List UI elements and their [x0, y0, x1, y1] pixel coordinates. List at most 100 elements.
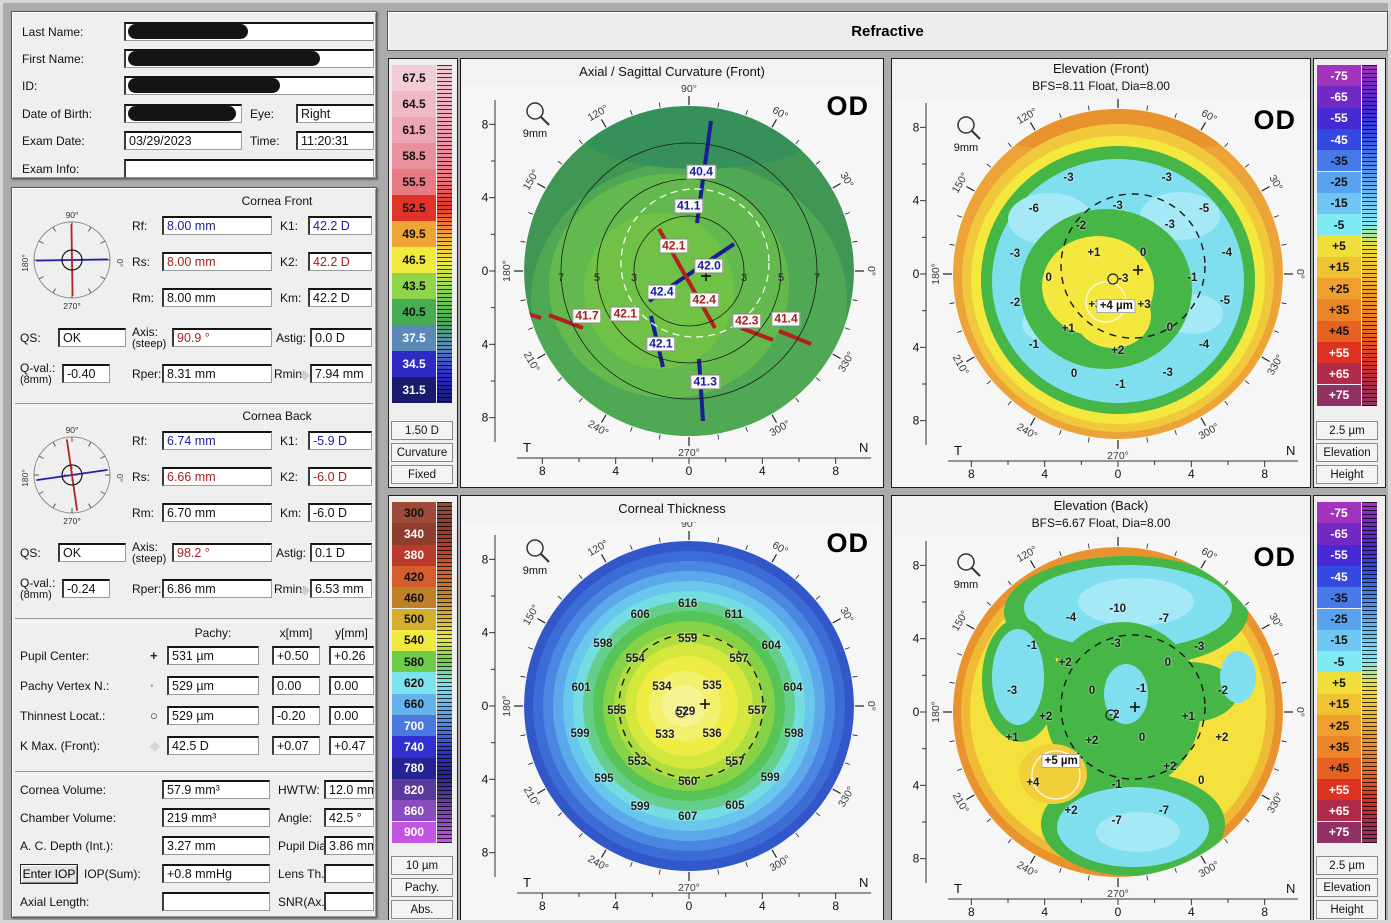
cornea-back-rmin-value: 6.53 mm [315, 582, 364, 596]
cornea-front-radius-field[interactable]: 8.00 mm [162, 252, 272, 271]
cornea-front-axis-field[interactable]: 90.9 ° [172, 328, 272, 347]
angle-tick [1007, 838, 1012, 844]
exam-info-field[interactable] [124, 159, 374, 178]
elev-front-data-annotation: +1 [1061, 322, 1075, 335]
dob-field[interactable] [124, 104, 242, 123]
cornea-back-astig-field[interactable]: 0.1 D [310, 543, 372, 562]
cornea-front-k-field[interactable]: 42.2 D [308, 252, 372, 271]
cornea-front-rper-field[interactable]: 8.31 mm [162, 364, 272, 383]
first-name-field[interactable] [124, 49, 374, 68]
cornea-front-k-value: 42.2 D [313, 255, 350, 269]
angle-tick [630, 110, 633, 116]
vertical-axis-label: 4 [913, 778, 920, 792]
cornea-back-rmin-diamond-marker: ◆ [300, 582, 310, 597]
angle-tick [600, 849, 607, 858]
angle-tick [1281, 302, 1287, 305]
exam-date-field[interactable]: 03/29/2023 [124, 131, 242, 150]
global-value-field2[interactable] [324, 864, 374, 883]
elev-front-data-annotation: 0 [1070, 368, 1078, 380]
cornea-back-rper-field[interactable]: 6.86 mm [162, 579, 272, 598]
cornea-back-k-field[interactable]: -5.9 D [308, 431, 372, 450]
cornea-front-section-title: Cornea Front [241, 194, 313, 208]
pachy-col-header: Pachy: [194, 626, 232, 640]
scale-cell: 740 [392, 736, 436, 758]
cornea-front-astig-field[interactable]: 0.0 D [310, 328, 372, 347]
elev-back-data-annotation: -10 [1109, 603, 1126, 615]
pachy-value-field[interactable]: 531 µm [167, 646, 259, 665]
y-coord-field[interactable]: +0.26 [329, 646, 374, 665]
cornea-front-k-field[interactable]: 42.2 D [308, 216, 372, 235]
cornea-front-k-field[interactable]: 42.2 D [308, 288, 372, 307]
axial-data-annotation: 41.1 [674, 198, 704, 214]
angle-tick [520, 240, 526, 243]
elev-back-data-annotation: +2 [1058, 657, 1072, 670]
global-value-field2[interactable]: 12.0 mm [324, 780, 374, 799]
cornea-front-radius-field[interactable]: 8.00 mm [162, 288, 272, 307]
x-coord-field[interactable]: 0.00 [272, 676, 320, 695]
angle-ring-label: 0° [865, 266, 877, 276]
enter-iop-button[interactable]: Enter IOP [20, 864, 78, 884]
x-coord-field[interactable]: -0.20 [272, 706, 320, 725]
axial-plot-area: 0° 30° 60° 90° 120° 150° 180° 210° 240° 270° 300° 3… [461, 85, 883, 487]
angle-tick [557, 377, 563, 382]
scale-fine-ticks [1362, 65, 1377, 406]
dial-angle-label: 0° [115, 259, 124, 267]
elev-back-data-annotation: 0 [1138, 732, 1146, 745]
last-name-field[interactable] [124, 22, 374, 41]
dial-tick [52, 441, 56, 447]
cornea-back-rmin-field[interactable]: 6.53 mm [310, 579, 372, 598]
global-value-field2[interactable]: 42.5 ° [324, 808, 374, 827]
x-coord-field[interactable]: +0.50 [272, 646, 320, 665]
cornea-back-radius-field[interactable]: 6.66 mm [162, 467, 272, 486]
global-value-field[interactable]: 3.27 mm [162, 836, 270, 855]
cornea-front-qs-field[interactable]: OK [58, 328, 126, 347]
scale-fine-ticks [437, 65, 452, 403]
id-field[interactable] [124, 76, 374, 95]
y-coord-field[interactable]: +0.47 [329, 736, 374, 755]
cornea-back-qs-field[interactable]: OK [58, 543, 126, 562]
eye-field[interactable]: Right [296, 104, 374, 123]
cornea-back-radius-field[interactable]: 6.74 mm [162, 431, 272, 450]
y-coord-field[interactable]: 0.00 [329, 676, 374, 695]
elev-front-data-annotation: -3 [1118, 273, 1129, 286]
cornea-front-rmin-field[interactable]: 7.94 mm [310, 364, 372, 383]
cornea-back-radius-field[interactable]: 6.70 mm [162, 503, 272, 522]
cornea-back-rper-label: Rper: [132, 582, 162, 596]
horizontal-axis-label: 4 [1041, 467, 1048, 481]
global-value-field2[interactable]: 3.86 mm [324, 836, 374, 855]
thickness-title-text: Corneal Thickness [618, 501, 726, 516]
cornea-back-axis-field[interactable]: 98.2 ° [172, 543, 272, 562]
y-coord-field[interactable]: 0.00 [329, 706, 374, 725]
angle-tick [1224, 580, 1229, 586]
angle-tick [1281, 243, 1287, 246]
global-value2: 3.86 mm [329, 839, 374, 853]
time-field[interactable]: 11:20:31 [296, 131, 374, 150]
cornea-back-k-field[interactable]: -6.0 D [308, 503, 372, 522]
cornea-back-qval-field[interactable]: -0.24 [62, 579, 110, 598]
axial-data-annotation: 42.4 [689, 292, 719, 308]
elevation-front-map-panel: Elevation (Front) BFS=8.11 Float, Dia=8.0… [891, 58, 1311, 488]
pachy-value-field[interactable]: 529 µm [167, 706, 259, 725]
section-divider [15, 403, 373, 407]
magnifier-diameter-label: 9mm [954, 142, 978, 154]
angle-tick [1146, 543, 1149, 549]
angle-tick [957, 330, 963, 333]
thickness-data-annotation: 557 [747, 705, 767, 718]
cornea-front-qval-field[interactable]: -0.40 [62, 364, 110, 383]
dial-tick [38, 491, 44, 495]
angle-ring-label: 120° [1015, 544, 1040, 565]
global-value-field[interactable]: 57.9 mm³ [162, 780, 270, 799]
pachy-value: 531 µm [172, 649, 214, 663]
cornea-back-k-field[interactable]: -6.0 D [308, 467, 372, 486]
pachy-value-field[interactable]: 529 µm [167, 676, 259, 695]
pachy-value-field[interactable]: 42.5 D [167, 736, 259, 755]
angle-tick [949, 681, 955, 684]
scale-cell: 820 [392, 778, 436, 801]
x-coord-field[interactable]: +0.07 [272, 736, 320, 755]
global-value-field2[interactable] [324, 892, 374, 911]
global-value-field[interactable] [162, 892, 270, 911]
global-value-field[interactable]: +0.8 mmHg [162, 864, 270, 883]
thickness-data-annotation: 598 [593, 638, 613, 651]
cornea-front-radius-field[interactable]: 8.00 mm [162, 216, 272, 235]
global-value-field[interactable]: 219 mm³ [162, 808, 270, 827]
